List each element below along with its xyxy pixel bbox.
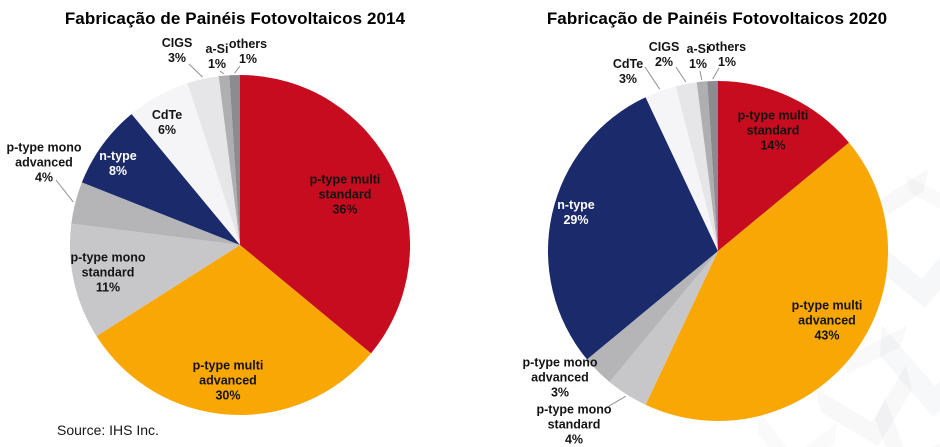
pie-slice-p-type-mono-advanced <box>71 182 240 245</box>
leader-line-cigs <box>675 66 687 83</box>
pie-slice-n-type <box>81 114 241 245</box>
slice-label-p-type-mono-standard: p-type mono standard 4% <box>537 403 612 447</box>
pie-slice-p-type-mono-standard <box>69 223 240 337</box>
pie-slice-n-type <box>547 97 718 360</box>
pie-chart-2020: p-type multi standard 14% p-type multi advan… <box>523 40 889 447</box>
slice-label-cdte: CdTe 6% <box>152 108 182 137</box>
pie-slice-cdte <box>131 83 240 245</box>
slice-label-p-type-multi-standard: p-type multi standard 36% <box>310 173 381 217</box>
leader-line-others <box>234 65 241 74</box>
pie-slice-p-type-multi-standard <box>718 80 849 251</box>
source-note: Source: IHS Inc. <box>57 422 159 438</box>
leader-line-p-type-mono-advanced <box>55 179 74 203</box>
pie-slice-p-type-multi-advanced <box>96 245 371 416</box>
slice-label-p-type-mono-advanced: p-type mono advanced 3% <box>523 356 598 400</box>
pie-slice-a-si <box>696 81 718 251</box>
pie-slice-cdte <box>645 86 718 251</box>
slice-label-n-type: n-type 8% <box>99 149 137 178</box>
leader-line-cigs <box>188 63 203 78</box>
slice-label-cigs: CIGS 2% <box>649 40 680 69</box>
leader-line-a-si <box>699 70 703 80</box>
slice-label-n-type: n-type 29% <box>557 198 595 227</box>
slice-label-p-type-mono-advanced: p-type mono advanced 4% <box>7 141 82 185</box>
pie-slice-p-type-mono-advanced <box>587 251 718 382</box>
pie-slice-cigs <box>187 76 240 245</box>
slice-label-others: others 1% <box>708 40 746 69</box>
pie-slice-p-type-multi-standard <box>240 74 411 354</box>
pie-slice-p-type-multi-advanced <box>645 142 889 422</box>
pie-slice-p-type-mono-standard <box>609 251 718 405</box>
pie-chart-2014: p-type multi standard 36% p-type multi advan… <box>7 36 411 416</box>
chart-title-2020: Fabricação de Painéis Fotovoltaicos 2020 <box>546 9 888 28</box>
chart-title-2014: Fabricação de Painéis Fotovoltaicos 2014 <box>64 9 406 28</box>
slice-label-others: others 1% <box>229 37 267 66</box>
slice-label-a-si: a-Si 1% <box>206 42 229 71</box>
slice-label-a-si: a-Si 1% <box>687 42 710 71</box>
leader-line-p-type-mono-standard <box>603 395 627 410</box>
slice-label-cdte: CdTe 3% <box>613 57 643 86</box>
slice-label-p-type-mono-standard: p-type mono standard 11% <box>71 251 146 295</box>
pie-slice-others <box>707 80 718 251</box>
leader-line-a-si <box>219 70 225 75</box>
slice-label-p-type-multi-advanced: p-type multi advanced 30% <box>193 359 264 403</box>
chart-panel-2014: Fabricação de Painéis Fotovoltaicos 2014… <box>7 9 411 416</box>
leader-line-others <box>712 67 720 80</box>
chart-panel-2020: Fabricação de Painéis Fotovoltaicos 2020… <box>470 0 940 447</box>
pie-slice-a-si <box>218 75 240 245</box>
slice-label-p-type-multi-advanced: p-type multi advanced 43% <box>792 299 863 343</box>
slice-label-cigs: CIGS 3% <box>162 36 193 65</box>
pie-slice-others <box>229 74 240 245</box>
leader-line-cdte <box>644 66 661 90</box>
slice-label-p-type-multi-standard: p-type multi standard 14% <box>738 109 809 153</box>
pie-slice-cigs <box>675 82 718 251</box>
